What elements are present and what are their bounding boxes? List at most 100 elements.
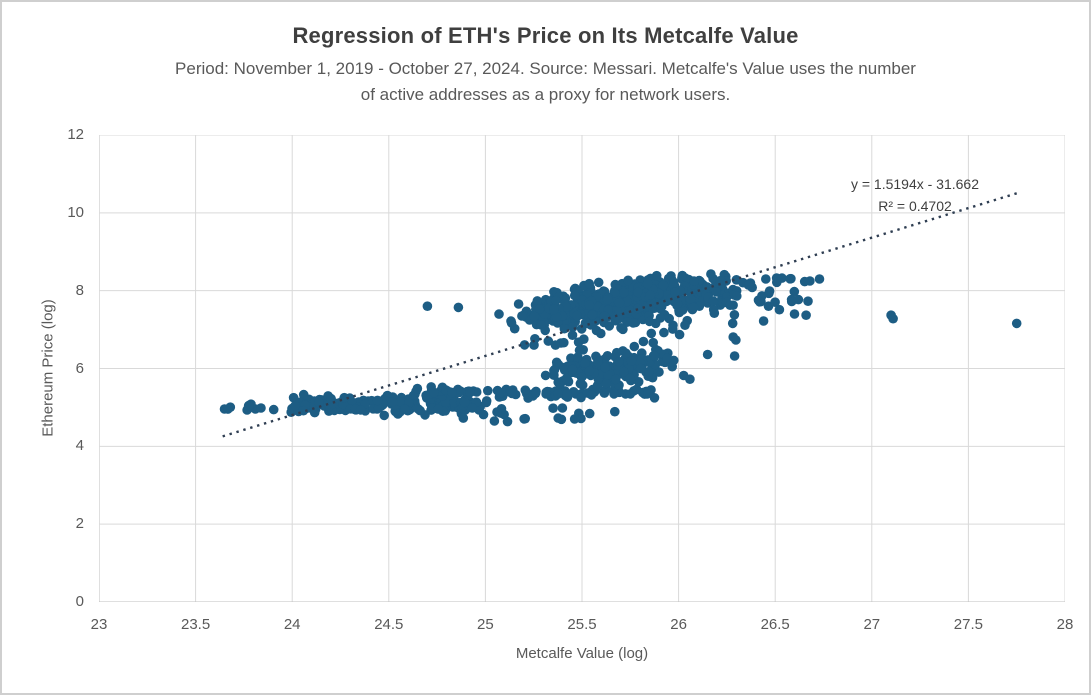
data-point bbox=[644, 366, 654, 377]
data-point bbox=[1011, 318, 1022, 329]
data-point bbox=[708, 296, 719, 306]
data-point bbox=[814, 274, 825, 284]
data-point bbox=[492, 407, 502, 417]
data-point bbox=[576, 372, 587, 383]
data-point bbox=[674, 329, 685, 340]
data-point bbox=[536, 320, 546, 330]
y-tick-label: 2 bbox=[75, 515, 84, 533]
x-tick-label: 23.5 bbox=[180, 616, 211, 633]
data-point bbox=[548, 403, 558, 414]
data-point bbox=[743, 280, 754, 290]
data-point bbox=[372, 395, 383, 406]
data-point bbox=[465, 387, 475, 398]
data-point bbox=[609, 389, 619, 399]
data-point bbox=[433, 404, 444, 414]
data-point bbox=[567, 330, 578, 340]
data-point bbox=[454, 387, 464, 398]
data-point bbox=[569, 290, 580, 301]
data-point bbox=[593, 357, 603, 368]
data-point bbox=[729, 310, 740, 320]
data-point bbox=[556, 414, 567, 425]
data-point bbox=[534, 304, 545, 314]
data-point bbox=[754, 297, 765, 307]
data-point bbox=[803, 296, 813, 306]
data-point bbox=[602, 294, 613, 305]
data-point bbox=[506, 318, 517, 328]
data-point bbox=[648, 337, 658, 348]
data-point bbox=[478, 409, 489, 420]
data-point bbox=[243, 400, 254, 411]
x-tick-label: 26 bbox=[670, 616, 687, 633]
data-point bbox=[711, 287, 721, 297]
data-point bbox=[670, 287, 680, 298]
data-point bbox=[549, 304, 559, 315]
data-point bbox=[789, 286, 800, 297]
data-point bbox=[635, 363, 646, 374]
data-point bbox=[429, 387, 439, 398]
data-point bbox=[580, 358, 590, 368]
data-point bbox=[668, 324, 678, 334]
trendline bbox=[222, 191, 1019, 438]
x-tick-label: 24 bbox=[283, 616, 301, 633]
data-point bbox=[625, 373, 635, 384]
data-point bbox=[586, 390, 597, 400]
y-tick-label: 12 bbox=[67, 126, 84, 143]
data-point bbox=[708, 304, 719, 315]
data-point bbox=[677, 270, 688, 281]
data-point bbox=[290, 401, 300, 411]
chart-subtitle-line2: of active addresses as a proxy for netwo… bbox=[360, 85, 731, 104]
data-point bbox=[502, 416, 513, 427]
data-point bbox=[618, 366, 629, 377]
data-point bbox=[532, 296, 543, 306]
data-point bbox=[413, 404, 423, 414]
scatter-plot-canvas bbox=[99, 135, 1065, 602]
data-point bbox=[610, 374, 621, 385]
data-point bbox=[731, 335, 741, 345]
data-point bbox=[400, 404, 410, 414]
data-point bbox=[559, 337, 569, 348]
data-point bbox=[761, 274, 771, 284]
data-point bbox=[764, 286, 775, 296]
data-point bbox=[256, 403, 266, 413]
data-point bbox=[649, 351, 659, 361]
data-point bbox=[732, 291, 742, 301]
data-point bbox=[573, 337, 584, 347]
data-point bbox=[467, 403, 478, 413]
data-point bbox=[355, 405, 366, 415]
data-point bbox=[619, 287, 629, 298]
data-point bbox=[669, 277, 679, 288]
data-point bbox=[799, 276, 810, 287]
data-point bbox=[519, 340, 530, 350]
data-point bbox=[494, 309, 504, 319]
data-point bbox=[727, 318, 738, 329]
data-point bbox=[600, 362, 610, 373]
y-axis-title: Ethereum Price (log) bbox=[39, 299, 57, 437]
data-point bbox=[610, 406, 620, 417]
plot-area bbox=[99, 135, 1065, 602]
data-point bbox=[600, 378, 611, 389]
data-point bbox=[489, 416, 500, 426]
data-point bbox=[659, 327, 669, 338]
data-point bbox=[715, 275, 726, 286]
chart-subtitle-line1: Period: November 1, 2019 - October 27, 2… bbox=[175, 59, 916, 78]
data-point bbox=[520, 385, 531, 395]
data-point bbox=[447, 387, 458, 398]
data-point bbox=[373, 403, 384, 413]
data-point bbox=[557, 403, 568, 413]
data-point bbox=[801, 310, 811, 320]
data-point bbox=[541, 387, 552, 398]
data-point bbox=[789, 309, 800, 319]
data-point bbox=[577, 380, 588, 390]
data-point bbox=[628, 318, 638, 328]
data-point bbox=[574, 345, 585, 356]
data-point bbox=[568, 322, 578, 332]
data-point bbox=[513, 299, 524, 309]
data-point bbox=[729, 351, 740, 361]
data-point bbox=[770, 297, 780, 307]
data-point bbox=[708, 273, 718, 284]
data-point bbox=[551, 295, 561, 306]
x-tick-label: 25.5 bbox=[567, 616, 597, 633]
data-point bbox=[688, 302, 699, 313]
data-point bbox=[496, 388, 506, 398]
data-point bbox=[680, 320, 690, 330]
